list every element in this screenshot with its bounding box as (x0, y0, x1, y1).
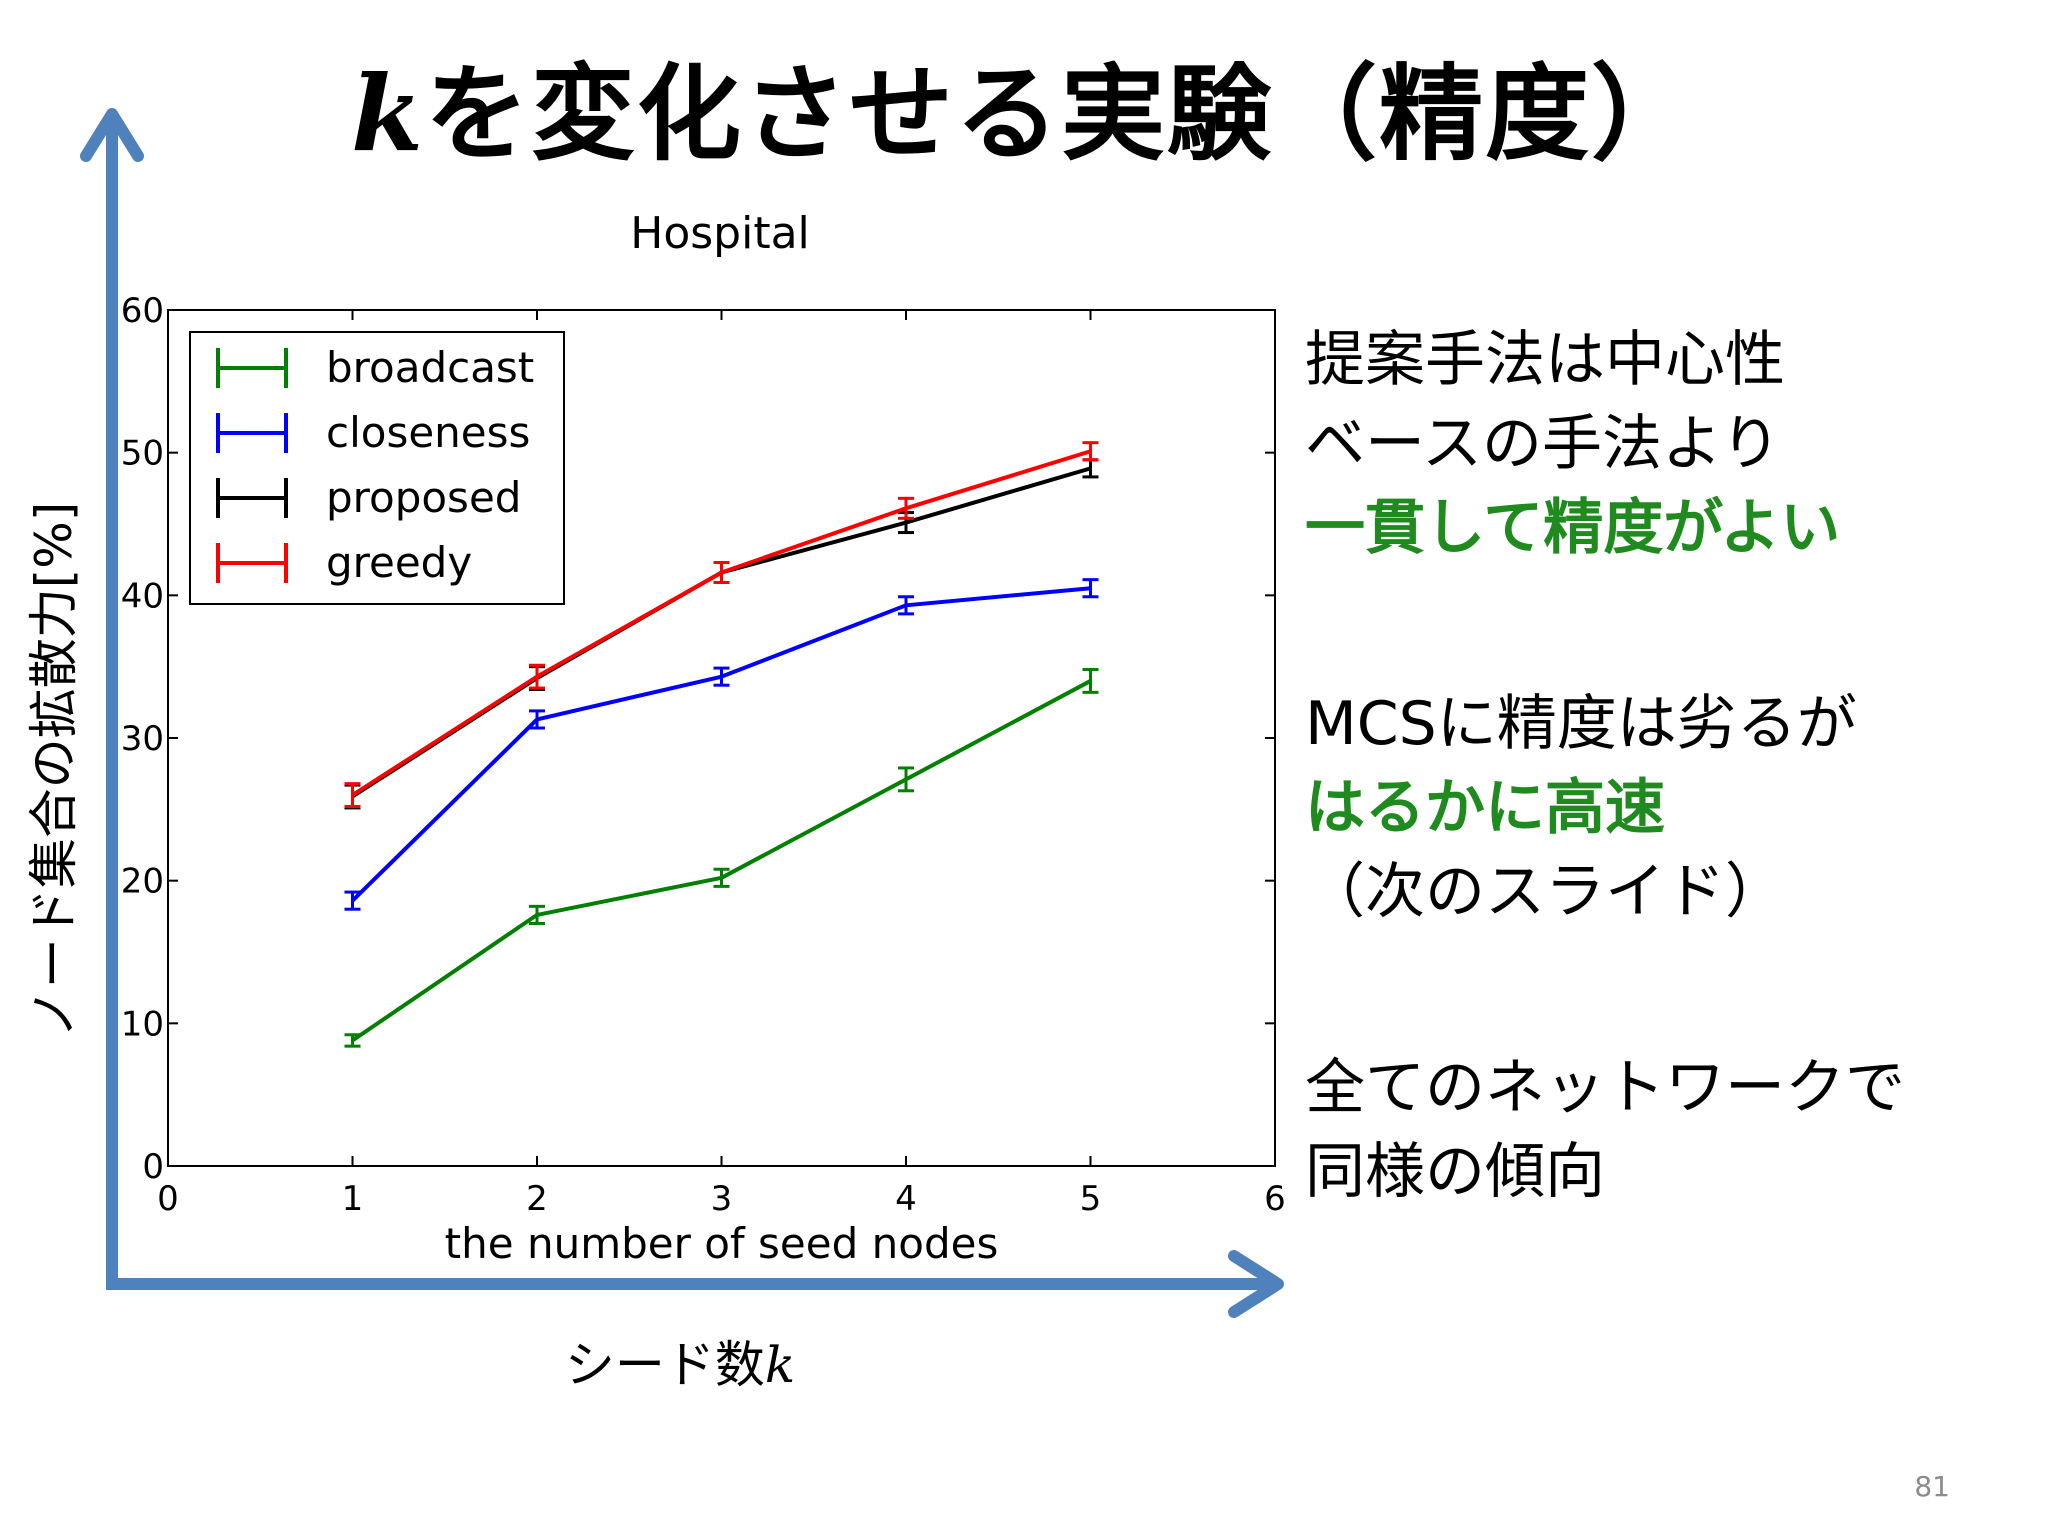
slide-title-k: k (350, 52, 426, 175)
slide-title-text: を変化させる実験（精度） (425, 53, 1698, 175)
series-closeness (344, 578, 1099, 911)
note-line-highlight: 一貫して精度がよい (1305, 493, 1841, 563)
note-line: 同様の傾向 (1305, 1137, 1605, 1207)
error-bar (713, 666, 730, 687)
x-axis-label: the number of seed nodes (445, 1219, 999, 1268)
series-greedy (344, 441, 1099, 808)
legend-box (189, 331, 565, 605)
note-line: MCSに精度は劣るが (1305, 689, 1857, 759)
error-bar (713, 867, 730, 888)
x-tick-label: 2 (526, 1179, 548, 1219)
legend-label: proposed (326, 473, 521, 522)
legend-item-greedy: greedy (216, 538, 472, 587)
error-bar (529, 709, 545, 730)
error-bar (1082, 668, 1099, 694)
legend-label: greedy (326, 538, 472, 587)
legend-item-proposed: proposed (216, 473, 521, 522)
y-tick-label: 60 (121, 291, 164, 331)
x-tick-label: 6 (1264, 1179, 1286, 1219)
note-line: 全てのネットワークで (1305, 1053, 1905, 1123)
y-tick-label: 0 (142, 1147, 164, 1187)
y-axis-label-jp: ノード集合の拡散力[%] (25, 501, 83, 1039)
y-tick-label: 30 (121, 719, 164, 759)
x-tick-label: 0 (157, 1179, 179, 1219)
series-line (351, 679, 1092, 1043)
x-axis-label-jp-var: k (764, 1336, 796, 1394)
x-axis-label-jp: シード数k (530, 1325, 830, 1397)
legend-label: broadcast (326, 343, 534, 392)
error-bar (529, 904, 545, 925)
legend-item-closeness: closeness (216, 408, 530, 457)
note-line-highlight: はるかに高速 (1305, 773, 1665, 843)
x-tick-label: 3 (711, 1179, 733, 1219)
y-arrow-head (80, 108, 144, 162)
page-number: 81 (1914, 1470, 1950, 1503)
error-bar (529, 663, 545, 690)
note-line: ベースの手法より (1305, 409, 1781, 479)
x-arrow-head (1228, 1250, 1284, 1318)
series-broadcast (344, 668, 1099, 1048)
x-axis-label-jp-text: シード数 (564, 1336, 765, 1394)
x-tick-label: 4 (895, 1179, 917, 1219)
y-tick-label: 10 (121, 1004, 164, 1044)
y-tick-label: 20 (121, 862, 164, 902)
error-bar (344, 1033, 361, 1048)
error-bar (898, 595, 914, 616)
x-tick-label: 5 (1080, 1179, 1102, 1219)
error-bar (344, 890, 361, 911)
slide-title: kを変化させる実験（精度） (0, 52, 2048, 177)
error-bar (1082, 441, 1099, 462)
y-tick-label: 50 (121, 434, 164, 474)
x-tick-label: 1 (342, 1179, 364, 1219)
legend-label: closeness (326, 408, 530, 457)
note-line: （次のスライド） (1305, 857, 1785, 927)
error-bar (344, 782, 361, 808)
legend-item-broadcast: broadcast (216, 343, 534, 392)
y-tick-label: 40 (121, 576, 164, 616)
chart-title: Hospital (630, 208, 810, 259)
series-line (351, 586, 1091, 903)
error-bar (898, 496, 914, 520)
notes-panel: 提案手法は中心性 ベースの手法より 一貫して精度がよい MCSに精度は劣るが は… (1305, 318, 2025, 1214)
error-bar (713, 561, 730, 584)
error-bar (898, 766, 914, 793)
note-line: 提案手法は中心性 (1305, 325, 1785, 395)
error-bar (1082, 578, 1099, 599)
